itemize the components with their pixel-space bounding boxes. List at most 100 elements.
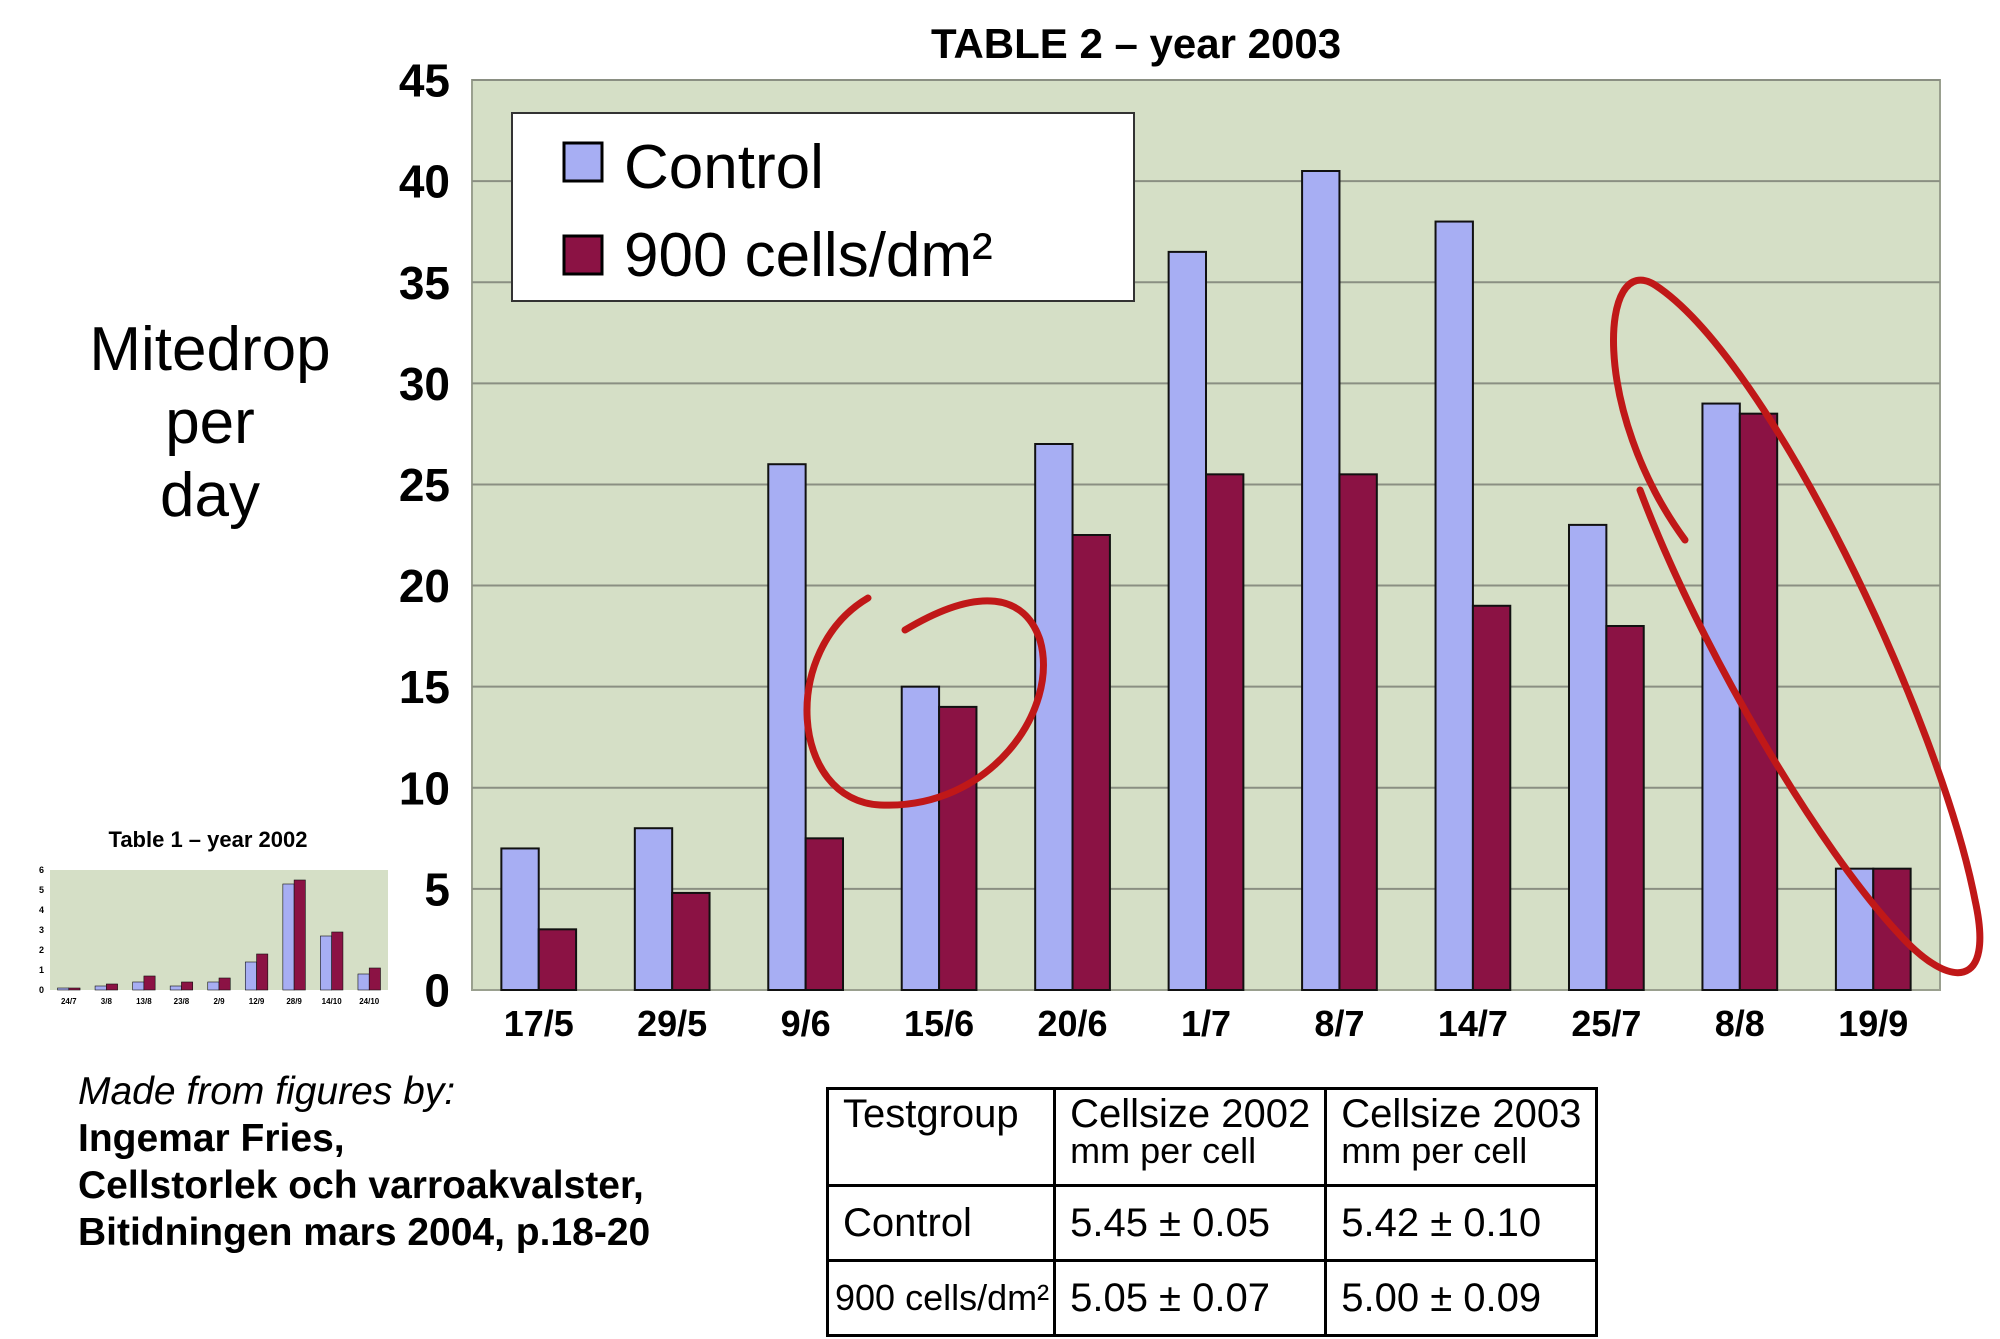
bar [207,981,220,991]
bar [94,985,107,991]
x-tick-label: 24/10 [359,997,380,1006]
x-tick-label: 17/5 [504,1003,574,1044]
table-header-row: Testgroup Cellsize 2002 mm per cell Cell… [825,1087,1599,1187]
legend-label-control: Control [624,133,824,202]
bar [767,463,807,991]
y-axis-label-line-1: Mitedrop [89,315,330,384]
legend-label-900-cells: 900 cells/dm² [624,221,993,290]
bar [938,705,978,992]
table-cell: 5.00 ± 0.09 [1324,1259,1599,1337]
main-chart: TABLE 2 – year 2003 0 5 10 15 20 25 30 35 40 45 1… [89,20,1984,1044]
x-tick-label: 1/7 [1181,1003,1231,1044]
x-tick-label: 29/5 [637,1003,707,1044]
credit-article: Cellstorlek och varroakvalster, [78,1164,644,1207]
legend: Control 900 cells/dm² [511,112,1135,302]
bar [57,987,70,991]
y-tick-label: 35 [399,257,450,309]
x-tick-label: 13/8 [136,997,152,1006]
credit-lead: Made from figures by: [78,1070,456,1113]
bar [1338,473,1378,992]
x-tick-label: 20/6 [1038,1003,1108,1044]
y-tick-label: 15 [399,661,450,713]
bar [357,973,370,991]
bar [331,931,344,991]
y-tick-label: 6 [39,865,44,875]
header-cellsize-2002-label: Cellsize 2002 [1070,1092,1311,1136]
credit-publication: Bitidningen mars 2004, p.18-20 [78,1211,651,1254]
x-tick-label: 12/9 [249,997,265,1006]
y-tick-label: 0 [39,985,44,995]
bar [181,981,194,991]
x-tick-labels: 17/5 29/5 9/6 15/6 20/6 1/7 8/7 14/7 25/7 8/8 19/9 [504,1003,1909,1044]
bar [1834,867,1875,992]
y-tick-label: 5 [424,863,450,915]
bar [1605,625,1645,991]
header-cellsize-2003: Cellsize 2003 mm per cell [1324,1087,1599,1187]
x-tick-label: 24/7 [61,997,77,1006]
x-tick-label: 14/10 [322,997,343,1006]
y-axis-label-line-3: day [160,461,260,530]
bar [68,987,81,991]
y-tick-labels: 0 5 10 15 20 25 30 35 40 45 [399,55,450,1017]
bar [537,928,578,991]
bar [900,685,941,992]
inset-x-tick-labels: 24/7 3/8 13/8 23/8 2/9 12/9 28/9 14/10 24/10 [61,997,380,1006]
table-row: Control 5.45 ± 0.05 5.42 ± 0.10 [825,1184,1599,1262]
bar [1434,220,1474,992]
table-cell: 5.45 ± 0.05 [1053,1184,1328,1262]
y-tick-label: 20 [399,560,450,612]
y-tick-label: 4 [39,905,44,915]
x-tick-label: 15/6 [904,1003,974,1044]
x-tick-label: 8/8 [1715,1003,1765,1044]
bar [293,879,306,991]
x-tick-label: 23/8 [174,997,190,1006]
x-tick-label: 19/9 [1838,1003,1908,1044]
header-cellsize-2002-unit: mm per cell [1070,1130,1257,1171]
y-tick-label: 10 [399,762,450,814]
header-cellsize-2003-label: Cellsize 2003 [1341,1092,1582,1136]
table-cell: Control [825,1184,1057,1262]
header-cellsize-2002: Cellsize 2002 mm per cell [1053,1087,1328,1187]
y-tick-label: 1 [39,965,44,975]
bar [1738,412,1779,991]
x-tick-label: 9/6 [781,1003,831,1044]
bar [1071,534,1111,991]
bar [804,837,845,991]
x-tick-label: 8/7 [1314,1003,1364,1044]
bar [169,985,182,991]
y-tick-label: 25 [399,459,450,511]
bar [1034,443,1074,991]
x-tick-label: 14/7 [1438,1003,1508,1044]
header-testgroup-label: Testgroup [843,1092,1019,1136]
bar [320,935,332,991]
inset-bars [57,879,381,991]
bar [1205,473,1245,992]
bar [218,977,231,991]
bar [368,967,381,991]
source-credit: Made from figures by: Ingemar Fries, Cel… [78,1068,650,1256]
bar [500,847,540,992]
table-cell: 5.42 ± 0.10 [1324,1184,1599,1262]
table-cell: 900 cells/dm² [825,1259,1057,1337]
bar [282,883,295,991]
y-tick-label: 45 [399,55,450,107]
cellsize-table: Testgroup Cellsize 2002 mm per cell Cell… [825,1087,1599,1337]
x-tick-label: 2/9 [213,997,225,1006]
bar [106,983,118,991]
bar [143,975,156,991]
bar [132,981,145,991]
y-axis-label-line-2: per [165,388,255,457]
x-tick-label: 28/9 [286,997,302,1006]
bar [1471,604,1512,991]
bar [633,827,674,991]
chart-title: TABLE 2 – year 2003 [931,20,1341,67]
legend-swatch-900-cells [562,234,604,276]
x-tick-label: 25/7 [1571,1003,1641,1044]
bar [244,961,257,991]
x-tick-label: 3/8 [101,997,113,1006]
header-cellsize-2003-unit: mm per cell [1341,1130,1528,1171]
table-row: 900 cells/dm² 5.05 ± 0.07 5.00 ± 0.09 [825,1259,1599,1337]
bar [1567,523,1608,992]
highlight-ellipse-large [1610,276,1984,977]
